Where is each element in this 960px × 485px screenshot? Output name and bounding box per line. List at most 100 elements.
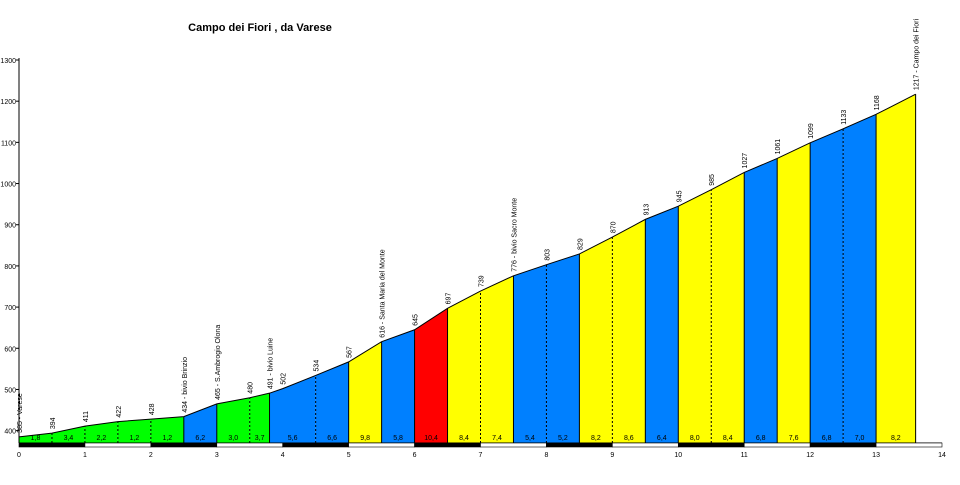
x-axis-bar-km	[414, 442, 481, 448]
grade-label: 8,4	[459, 435, 469, 442]
x-tick-label: 12	[806, 452, 814, 459]
profile-segment	[612, 219, 646, 443]
grade-labels-layer: 1,8 3,4 2,2 1,2 1,2 6,2 3,0 3,7 5,6 6,6 9,8 5,8 10,4…	[31, 435, 901, 442]
grade-label: 3,0	[228, 435, 238, 442]
y-tick-label: 1300	[0, 58, 16, 65]
segments-layer	[19, 94, 916, 444]
elevation-label: 803	[544, 249, 551, 261]
x-axis-bar-km	[282, 442, 349, 448]
elevation-label: 567	[347, 346, 354, 358]
profile-segment	[117, 419, 151, 443]
x-tick-label: 2	[149, 452, 153, 459]
y-tick-label: 800	[4, 264, 16, 271]
grade-label: 7,0	[855, 435, 865, 442]
elevation-label: 776 - bivio Sacro Monte	[511, 198, 518, 272]
profile-segment	[447, 291, 481, 443]
x-axis-bar-km	[875, 442, 943, 448]
elevation-label: 1061	[775, 139, 782, 155]
elevation-label: 829	[577, 238, 584, 250]
grade-label: 5,8	[393, 435, 403, 442]
x-tick-label: 7	[479, 452, 483, 459]
grade-label: 10,4	[424, 435, 438, 442]
grade-label: 8,2	[591, 435, 601, 442]
elevation-label: 502	[281, 373, 288, 385]
x-tick-label: 4	[281, 452, 285, 459]
grade-label: 3,4	[64, 435, 74, 442]
elevation-label: 1168	[874, 95, 881, 110]
profile-segment	[348, 341, 382, 443]
x-axis-bar-km	[216, 442, 284, 448]
profile-segment	[315, 361, 349, 443]
grade-label: 1,8	[31, 435, 41, 442]
grade-label: 8,2	[891, 435, 901, 442]
elevation-label: 411	[83, 411, 90, 422]
profile-segment	[843, 114, 877, 444]
x-axis-bar-km	[84, 442, 152, 448]
profile-outline-layer	[18, 93, 916, 438]
x-axis-bar-km	[150, 442, 218, 448]
y-tick-label: 1000	[0, 182, 16, 189]
elevation-label: 394	[50, 417, 57, 429]
x-axis-bar-km	[809, 442, 877, 448]
x-axis-bar-km	[612, 442, 679, 448]
grade-label: 3,7	[255, 435, 265, 442]
grade-label: 5,6	[288, 435, 298, 442]
x-tick-label: 11	[741, 452, 748, 459]
grade-label: 8,4	[723, 435, 733, 442]
profile-segment	[513, 264, 547, 443]
x-tick-label: 13	[872, 452, 880, 459]
x-axis-bar-km	[348, 442, 415, 448]
x-axis-bar-km	[743, 442, 811, 448]
elevation-label: 697	[446, 293, 453, 305]
profile-segment	[678, 189, 712, 443]
grade-label: 8,0	[690, 435, 700, 442]
x-tick-label: 6	[413, 452, 417, 459]
x-axis-bar-km	[677, 442, 745, 448]
x-tick-label: 14	[938, 452, 946, 459]
profile-segment	[711, 172, 745, 443]
y-tick-label: 1200	[0, 99, 16, 106]
profile-segment	[645, 206, 679, 443]
x-tick-label: 1	[83, 452, 87, 459]
elevation-label: 465 - S.Ambrogio Olona	[215, 325, 222, 400]
elevation-label: 985	[709, 174, 716, 186]
elevation-label: 480	[248, 382, 255, 394]
x-tick-label: 3	[215, 452, 219, 459]
y-tick-label: 700	[4, 305, 16, 312]
profile-segment	[51, 426, 85, 443]
profile-segment	[19, 433, 52, 443]
elevation-label: 1217 - Campo dei Fiori	[914, 19, 921, 91]
elevation-label: 428	[149, 403, 156, 415]
profile-outline	[18, 93, 916, 438]
elevation-label: 434 - bivio Brinzio	[182, 357, 189, 413]
x-tick-label: 0	[17, 452, 21, 459]
x-axis-bar-km	[546, 442, 613, 448]
grade-label: 5,2	[558, 435, 568, 442]
elevation-label: 1133	[841, 110, 848, 125]
elevation-label: 913	[643, 204, 650, 216]
y-tick-label: 600	[4, 346, 16, 353]
profile-segment	[84, 421, 118, 443]
profile-segment	[249, 393, 270, 443]
elevation-label: 422	[116, 406, 123, 418]
profile-segment	[480, 275, 514, 443]
elevation-label: 616 - Santa Maria del Monte	[380, 249, 387, 337]
grade-label: 2,2	[97, 435, 107, 442]
elevation-label: 534	[314, 360, 321, 372]
profile-segment	[216, 397, 250, 443]
grade-label: 6,2	[195, 435, 205, 442]
elevation-label: 870	[610, 221, 617, 233]
grade-label: 6,8	[756, 435, 766, 442]
x-axis-bar-km	[480, 442, 547, 448]
profile-segment	[777, 142, 811, 443]
grade-label: 8,6	[624, 435, 634, 442]
y-tick-label: 500	[4, 387, 16, 394]
x-tick-label: 5	[347, 452, 351, 459]
grade-label: 5,4	[525, 435, 535, 442]
elevation-label: 945	[676, 190, 683, 202]
y-tick-label: 900	[4, 223, 16, 230]
x-tick-label: 8	[544, 452, 548, 459]
elevation-labels-layer: 385 - Varese 394 411 422 428 434 - bivio Brin…	[17, 19, 921, 433]
grade-label: 6,8	[822, 435, 832, 442]
